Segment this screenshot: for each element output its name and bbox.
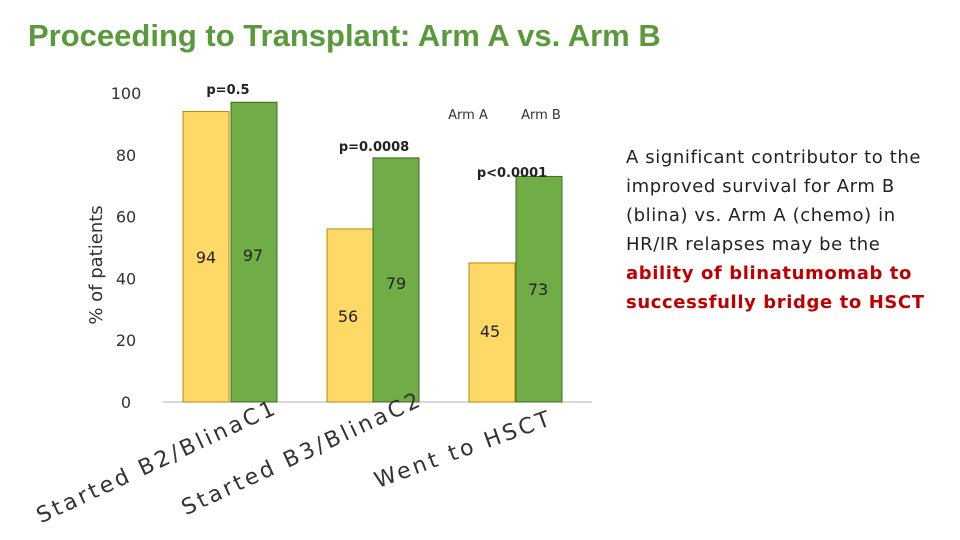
category-label: Started B2/BlinaC1 [33,395,282,529]
data-label: 97 [243,246,263,265]
y-tick-label: 80 [116,146,136,165]
bar-arm-b [372,157,420,403]
data-label: 79 [386,274,406,293]
data-label: 45 [480,322,500,341]
data-label: 94 [196,248,216,267]
y-tick-label: 20 [116,331,136,350]
p-value-label: p=0.0008 [339,140,409,155]
bar-arm-a [182,111,230,403]
page-title: Proceeding to Transplant: Arm A vs. Arm … [28,18,661,53]
category-label: Started B3/BlinaC2 [178,387,427,521]
bar-arm-a [468,262,516,403]
y-tick-label: 40 [116,269,136,288]
side-note-highlight: ability of blinatumomab to successfully … [626,263,925,313]
p-value-label: p=0.5 [206,83,249,98]
data-label: 73 [528,280,548,299]
data-label: 56 [338,307,358,326]
y-axis-label: % of patients [86,205,107,324]
p-value-label: p<0.0001 [477,166,547,181]
bar-arm-a [326,228,374,403]
y-tick-label: 0 [121,393,131,412]
legend-label-arm-b: Arm B [521,108,561,123]
y-tick-label: 60 [116,208,136,227]
side-note: A significant contributor to the improve… [626,143,926,317]
side-note-text: A significant contributor to the improve… [626,147,922,255]
legend-label-arm-a: Arm A [448,108,488,123]
y-tick-label: 100 [111,84,142,103]
bar-arm-b [230,101,278,403]
bar-arm-b [515,175,563,403]
